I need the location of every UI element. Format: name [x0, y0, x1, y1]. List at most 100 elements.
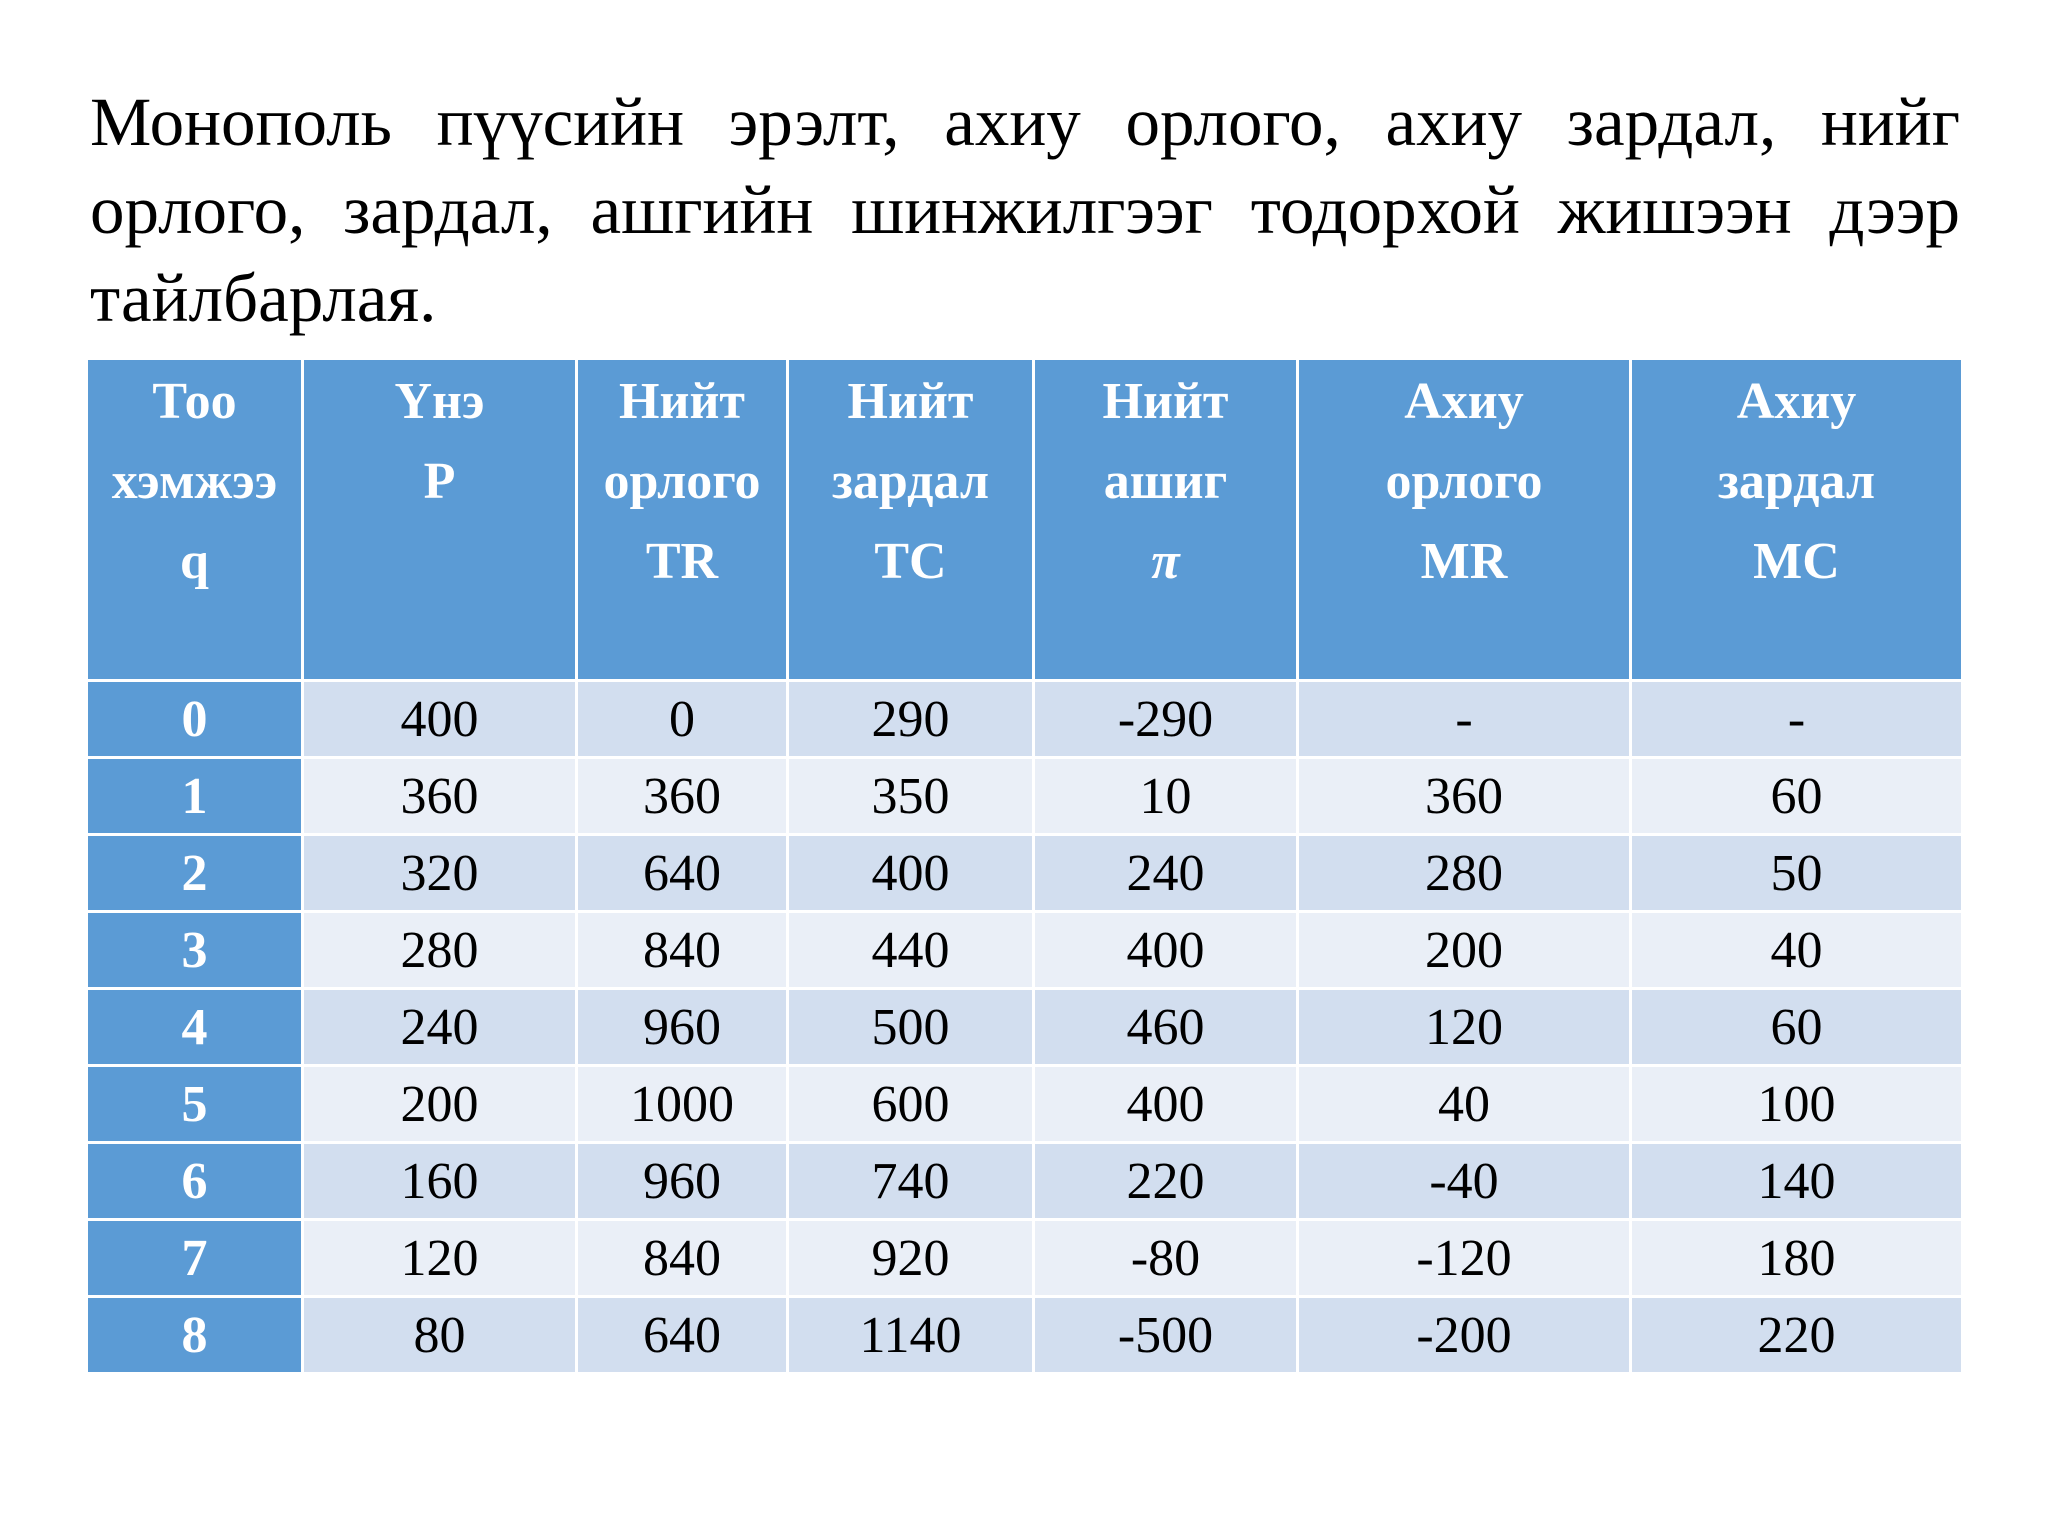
total-revenue-cell: 840: [575, 910, 789, 990]
total-profit-cell: 400: [1032, 910, 1299, 990]
marginal-revenue-cell: -: [1296, 679, 1632, 759]
table-row: 8 80 640 1140 -500 -200 220: [85, 1295, 1964, 1375]
price-cell: 120: [301, 1218, 578, 1298]
header-quantity: Тоо хэмжээ q: [85, 357, 304, 682]
quantity-cell: 2: [85, 833, 304, 913]
price-cell: 240: [301, 987, 578, 1067]
total-revenue-cell: 960: [575, 987, 789, 1067]
monopoly-data-table: Тоо хэмжээ q Үнэ P Нийт орлого TR Нийт з…: [85, 357, 1964, 1375]
header-total-cost-line-3: TC: [874, 533, 947, 590]
quantity-cell: 6: [85, 1141, 304, 1221]
quantity-cell: 3: [85, 910, 304, 990]
total-cost-cell: 600: [786, 1064, 1035, 1144]
quantity-cell: 1: [85, 756, 304, 836]
table-row: 0 400 0 290 -290 - -: [85, 679, 1964, 759]
table-row: 3 280 840 440 400 200 40: [85, 910, 1964, 990]
table-row: 5 200 1000 600 400 40 100: [85, 1064, 1964, 1144]
marginal-revenue-cell: 360: [1296, 756, 1632, 836]
total-revenue-cell: 960: [575, 1141, 789, 1221]
quantity-cell: 4: [85, 987, 304, 1067]
header-price-line-1: Үнэ: [394, 373, 485, 430]
price-cell: 80: [301, 1295, 578, 1375]
quantity-cell: 7: [85, 1218, 304, 1298]
total-cost-cell: 500: [786, 987, 1035, 1067]
total-revenue-cell: 640: [575, 1295, 789, 1375]
total-cost-cell: 440: [786, 910, 1035, 990]
header-marginal-cost: Ахиу зардал MC: [1629, 357, 1964, 682]
total-cost-cell: 290: [786, 679, 1035, 759]
marginal-revenue-cell: 280: [1296, 833, 1632, 913]
header-total-revenue: Нийт орлого TR: [575, 357, 789, 682]
total-profit-cell: 10: [1032, 756, 1299, 836]
header-marginal-cost-line-1: Ахиу: [1736, 373, 1857, 430]
marginal-revenue-cell: 200: [1296, 910, 1632, 990]
total-profit-cell: 460: [1032, 987, 1299, 1067]
quantity-cell: 5: [85, 1064, 304, 1144]
total-profit-cell: -500: [1032, 1295, 1299, 1375]
marginal-revenue-cell: -120: [1296, 1218, 1632, 1298]
total-cost-cell: 400: [786, 833, 1035, 913]
header-total-cost: Нийт зардал TC: [786, 357, 1035, 682]
price-cell: 360: [301, 756, 578, 836]
total-cost-cell: 1140: [786, 1295, 1035, 1375]
marginal-cost-cell: 140: [1629, 1141, 1964, 1221]
quantity-cell: 8: [85, 1295, 304, 1375]
marginal-cost-cell: 50: [1629, 833, 1964, 913]
header-total-revenue-line-1: Нийт: [619, 373, 745, 430]
header-total-revenue-line-3: TR: [645, 533, 719, 590]
header-price: Үнэ P: [301, 357, 578, 682]
header-total-profit-line-3: π: [1151, 533, 1180, 590]
total-revenue-cell: 840: [575, 1218, 789, 1298]
price-cell: 200: [301, 1064, 578, 1144]
table-row: 7 120 840 920 -80 -120 180: [85, 1218, 1964, 1298]
header-total-cost-line-1: Нийт: [847, 373, 974, 430]
total-cost-cell: 920: [786, 1218, 1035, 1298]
header-total-profit-line-1: Нийт: [1102, 373, 1229, 430]
price-cell: 280: [301, 910, 578, 990]
total-revenue-cell: 1000: [575, 1064, 789, 1144]
marginal-cost-cell: 180: [1629, 1218, 1964, 1298]
header-total-cost-line-2: зардал: [831, 453, 990, 510]
price-cell: 400: [301, 679, 578, 759]
total-profit-cell: 240: [1032, 833, 1299, 913]
header-quantity-line-2: хэмжээ: [111, 453, 278, 510]
marginal-revenue-cell: 40: [1296, 1064, 1632, 1144]
header-marginal-revenue: Ахиу орлого MR: [1296, 357, 1632, 682]
header-total-profit: Нийт ашиг π: [1032, 357, 1299, 682]
header-price-line-2: P: [423, 453, 456, 510]
header-total-revenue-line-2: орлого: [603, 453, 761, 510]
header-marginal-revenue-line-2: орлого: [1385, 453, 1543, 510]
table-row: 1 360 360 350 10 360 60: [85, 756, 1964, 836]
header-marginal-cost-line-2: зардал: [1717, 453, 1876, 510]
marginal-cost-cell: 60: [1629, 987, 1964, 1067]
total-cost-cell: 350: [786, 756, 1035, 836]
marginal-revenue-cell: 120: [1296, 987, 1632, 1067]
header-marginal-cost-line-3: MC: [1753, 533, 1840, 590]
marginal-cost-cell: 100: [1629, 1064, 1964, 1144]
quantity-cell: 0: [85, 679, 304, 759]
marginal-cost-cell: 40: [1629, 910, 1964, 990]
header-quantity-line-1: Тоо: [152, 373, 237, 430]
marginal-cost-cell: -: [1629, 679, 1964, 759]
marginal-cost-cell: 220: [1629, 1295, 1964, 1375]
header-total-profit-line-2: ашиг: [1103, 453, 1228, 510]
header-marginal-revenue-line-1: Ахиу: [1404, 373, 1524, 430]
total-profit-cell: 400: [1032, 1064, 1299, 1144]
price-cell: 160: [301, 1141, 578, 1221]
total-cost-cell: 740: [786, 1141, 1035, 1221]
total-profit-cell: 220: [1032, 1141, 1299, 1221]
total-profit-cell: -80: [1032, 1218, 1299, 1298]
table-row: 4 240 960 500 460 120 60: [85, 987, 1964, 1067]
marginal-revenue-cell: -200: [1296, 1295, 1632, 1375]
total-revenue-cell: 640: [575, 833, 789, 913]
total-profit-cell: -290: [1032, 679, 1299, 759]
header-marginal-revenue-line-3: MR: [1420, 533, 1508, 590]
total-revenue-cell: 360: [575, 756, 789, 836]
table-row: 6 160 960 740 220 -40 140: [85, 1141, 1964, 1221]
header-quantity-line-3: q: [180, 533, 209, 590]
marginal-revenue-cell: -40: [1296, 1141, 1632, 1221]
price-cell: 320: [301, 833, 578, 913]
slide-title: Монополь пүүсийн эрэлт, ахиу орлого, ахи…: [90, 84, 1960, 336]
total-revenue-cell: 0: [575, 679, 789, 759]
table-header-row: Тоо хэмжээ q Үнэ P Нийт орлого TR Нийт з…: [85, 357, 1964, 682]
